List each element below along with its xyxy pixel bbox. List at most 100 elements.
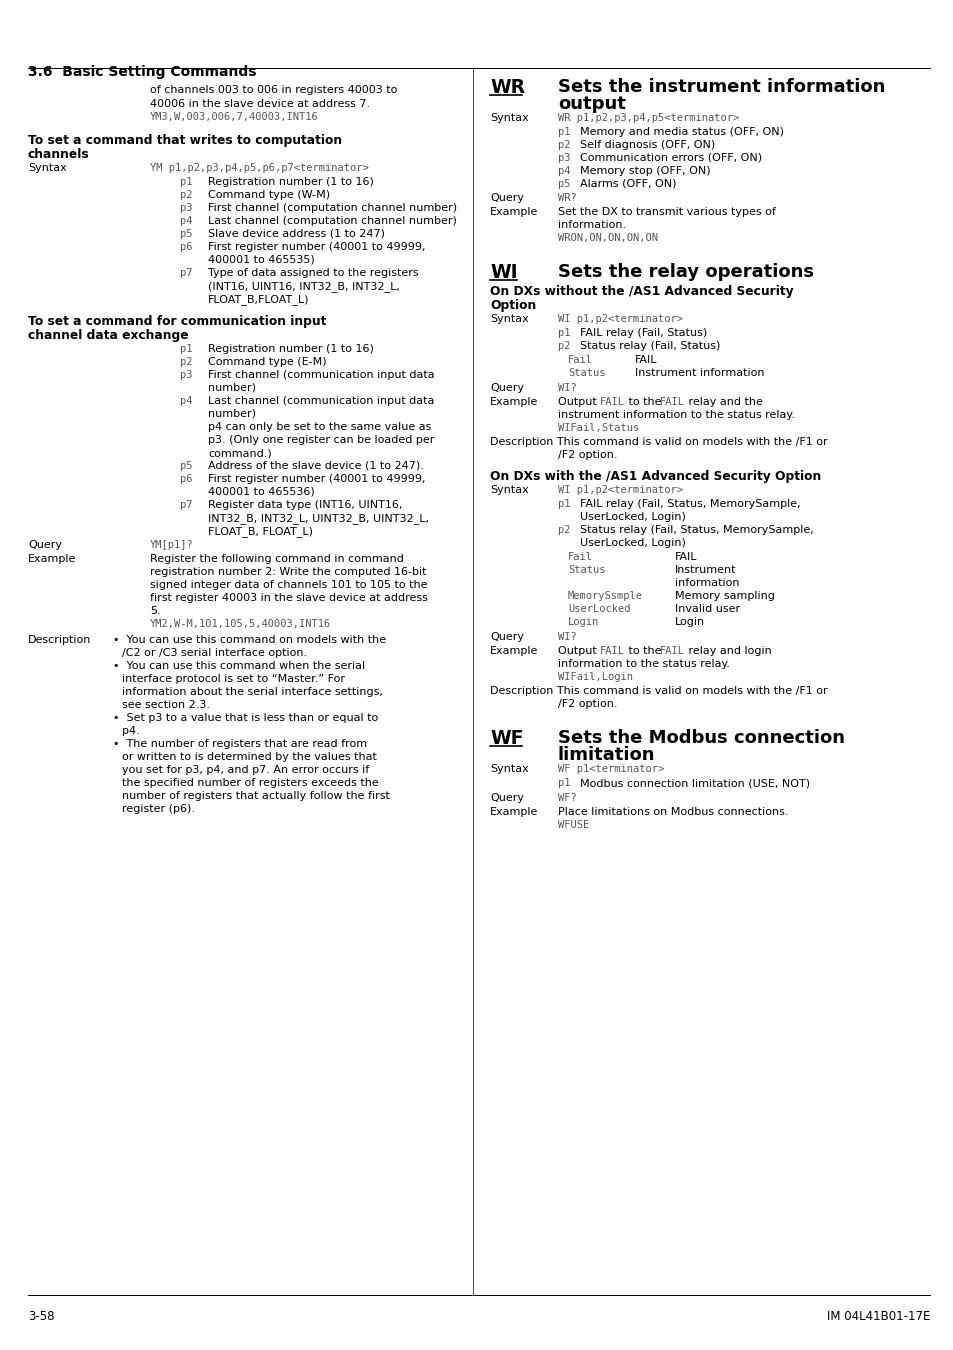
Text: Invalid user: Invalid user	[675, 603, 740, 614]
Text: •  You can use this command on models with the: • You can use this command on models wit…	[112, 634, 386, 645]
Text: FAIL: FAIL	[675, 552, 697, 562]
Text: WR?: WR?	[558, 193, 577, 202]
Text: number): number)	[208, 383, 255, 393]
Text: WR p1,p2,p3,p4,p5<terminator>: WR p1,p2,p3,p4,p5<terminator>	[558, 113, 739, 123]
Text: INT32_B, INT32_L, UINT32_B, UINT32_L,: INT32_B, INT32_L, UINT32_B, UINT32_L,	[208, 513, 429, 524]
Text: information to the status relay.: information to the status relay.	[558, 659, 729, 670]
Text: Communication errors (OFF, ON): Communication errors (OFF, ON)	[579, 153, 761, 163]
Text: 400001 to 465536): 400001 to 465536)	[208, 487, 314, 497]
Text: •  You can use this command when the serial: • You can use this command when the seri…	[112, 662, 365, 671]
Text: WRON,ON,ON,ON,ON: WRON,ON,ON,ON,ON	[558, 234, 658, 243]
Text: Sets the Modbus connection: Sets the Modbus connection	[558, 729, 844, 747]
Text: p1: p1	[180, 177, 193, 188]
Text: 3-58: 3-58	[28, 1310, 54, 1323]
Text: WI p1,p2<terminator>: WI p1,p2<terminator>	[558, 315, 682, 324]
Text: p4: p4	[180, 216, 193, 225]
Text: (INT16, UINT16, INT32_B, INT32_L,: (INT16, UINT16, INT32_B, INT32_L,	[208, 281, 399, 292]
Text: first register 40003 in the slave device at address: first register 40003 in the slave device…	[150, 593, 428, 603]
Text: Example: Example	[28, 554, 76, 564]
Text: p1: p1	[558, 500, 570, 509]
Text: Registration number (1 to 16): Registration number (1 to 16)	[208, 177, 374, 188]
Text: Login: Login	[567, 617, 598, 626]
Text: To set a command that writes to computation: To set a command that writes to computat…	[28, 134, 342, 147]
Text: Option: Option	[490, 298, 536, 312]
Text: Register data type (INT16, UINT16,: Register data type (INT16, UINT16,	[208, 500, 402, 510]
Text: WFUSE: WFUSE	[558, 819, 589, 830]
Text: p4: p4	[558, 166, 570, 176]
Text: signed integer data of channels 101 to 105 to the: signed integer data of channels 101 to 1…	[150, 580, 427, 590]
Text: Query: Query	[490, 193, 523, 202]
Text: registration number 2: Write the computed 16-bit: registration number 2: Write the compute…	[150, 567, 426, 576]
Text: Syntax: Syntax	[490, 764, 528, 774]
Text: number): number)	[208, 409, 255, 418]
Text: Registration number (1 to 16): Registration number (1 to 16)	[208, 344, 374, 354]
Text: information.: information.	[558, 220, 625, 230]
Text: p2: p2	[558, 140, 570, 150]
Text: Status relay (Fail, Status): Status relay (Fail, Status)	[579, 342, 720, 351]
Text: Address of the slave device (1 to 247).: Address of the slave device (1 to 247).	[208, 460, 423, 471]
Text: Output: Output	[558, 647, 599, 656]
Text: you set for p3, p4, and p7. An error occurs if: you set for p3, p4, and p7. An error occ…	[122, 765, 369, 775]
Text: Register the following command in command: Register the following command in comman…	[150, 554, 403, 564]
Text: p5: p5	[180, 460, 193, 471]
Text: Description This command is valid on models with the /F1 or: Description This command is valid on mod…	[490, 686, 827, 697]
Text: Query: Query	[490, 792, 523, 803]
Text: output: output	[558, 95, 625, 113]
Text: p2: p2	[558, 342, 570, 351]
Text: YM p1,p2,p3,p4,p5,p6,p7<terminator>: YM p1,p2,p3,p4,p5,p6,p7<terminator>	[150, 163, 369, 173]
Text: Example: Example	[490, 647, 537, 656]
Text: Description: Description	[28, 634, 91, 645]
Text: WF: WF	[490, 729, 523, 748]
Text: information: information	[675, 578, 739, 589]
Text: IM 04L41B01-17E: IM 04L41B01-17E	[825, 1310, 929, 1323]
Text: Memory stop (OFF, ON): Memory stop (OFF, ON)	[579, 166, 710, 176]
Text: or written to is determined by the values that: or written to is determined by the value…	[122, 752, 376, 761]
Text: relay and login: relay and login	[684, 647, 771, 656]
Text: p4 can only be set to the same value as: p4 can only be set to the same value as	[208, 423, 431, 432]
Text: Modbus connection limitation (USE, NOT): Modbus connection limitation (USE, NOT)	[579, 778, 809, 788]
Text: Memory sampling: Memory sampling	[675, 591, 774, 601]
Text: p4: p4	[180, 396, 193, 406]
Text: p2: p2	[180, 356, 193, 367]
Text: Query: Query	[28, 540, 62, 549]
Text: First channel (computation channel number): First channel (computation channel numbe…	[208, 202, 456, 213]
Text: Query: Query	[490, 383, 523, 393]
Text: /F2 option.: /F2 option.	[558, 450, 617, 460]
Text: Status: Status	[567, 566, 605, 575]
Text: /F2 option.: /F2 option.	[558, 699, 617, 709]
Text: Syntax: Syntax	[490, 113, 528, 123]
Text: Output: Output	[558, 397, 599, 406]
Text: Status: Status	[567, 369, 605, 378]
Text: to the: to the	[624, 397, 664, 406]
Text: YM[p1]?: YM[p1]?	[150, 540, 193, 549]
Text: Query: Query	[490, 632, 523, 643]
Text: Memory and media status (OFF, ON): Memory and media status (OFF, ON)	[579, 127, 783, 136]
Text: Command type (W-M): Command type (W-M)	[208, 190, 330, 200]
Text: p5: p5	[180, 230, 193, 239]
Text: command.): command.)	[208, 448, 272, 458]
Text: Type of data assigned to the registers: Type of data assigned to the registers	[208, 269, 418, 278]
Text: Sets the relay operations: Sets the relay operations	[558, 263, 813, 281]
Text: Example: Example	[490, 397, 537, 406]
Text: WI: WI	[490, 263, 517, 282]
Text: YM3,W,003,006,7,40003,INT16: YM3,W,003,006,7,40003,INT16	[150, 112, 318, 122]
Text: p1: p1	[180, 344, 193, 354]
Text: WIFail,Status: WIFail,Status	[558, 423, 639, 433]
Text: Instrument information: Instrument information	[635, 369, 763, 378]
Text: Self diagnosis (OFF, ON): Self diagnosis (OFF, ON)	[579, 140, 715, 150]
Text: p6: p6	[180, 474, 193, 485]
Text: FAIL: FAIL	[635, 355, 657, 364]
Text: MemorySsmple: MemorySsmple	[567, 591, 642, 601]
Text: Syntax: Syntax	[490, 485, 528, 495]
Text: WIFail,Login: WIFail,Login	[558, 672, 633, 682]
Text: the specified number of registers exceeds the: the specified number of registers exceed…	[122, 778, 378, 788]
Text: YM2,W-M,101,105,5,40003,INT16: YM2,W-M,101,105,5,40003,INT16	[150, 620, 331, 629]
Text: FLOAT_B,FLOAT_L): FLOAT_B,FLOAT_L)	[208, 294, 309, 305]
Text: Sets the instrument information: Sets the instrument information	[558, 78, 884, 96]
Text: Example: Example	[490, 207, 537, 217]
Text: p6: p6	[180, 242, 193, 252]
Text: p2: p2	[558, 525, 570, 535]
Text: To set a command for communication input: To set a command for communication input	[28, 315, 326, 328]
Text: First register number (40001 to 49999,: First register number (40001 to 49999,	[208, 474, 425, 485]
Text: Slave device address (1 to 247): Slave device address (1 to 247)	[208, 230, 385, 239]
